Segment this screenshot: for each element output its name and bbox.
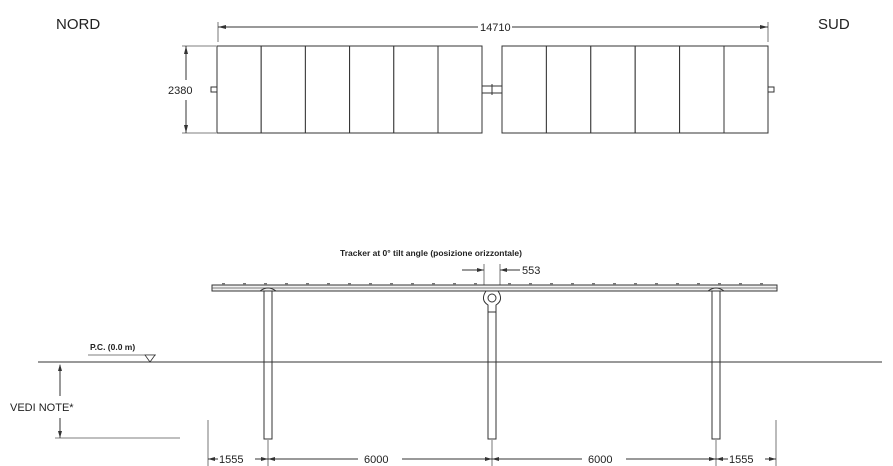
drive-head (482, 290, 502, 313)
module-clamp (264, 283, 267, 285)
module-clamp (592, 283, 595, 285)
span-dimensions: 1555 6000 6000 1555 (207, 420, 777, 466)
right-module-array (501, 45, 769, 134)
module-clamp (760, 283, 763, 285)
module-clamp (390, 283, 393, 285)
right-overhang-value: 1555 (729, 454, 753, 466)
module-clamp (634, 283, 637, 285)
module-clamp (327, 283, 330, 285)
module-clamp (571, 283, 574, 285)
center-gap-dimension: 553 (462, 264, 540, 285)
module-clamp (655, 283, 658, 285)
left-module-array (216, 45, 483, 134)
module-clamp (697, 283, 700, 285)
module-clamp (739, 283, 742, 285)
module-clamp (348, 283, 351, 285)
module-beam (211, 283, 778, 292)
ground-level: P.C. (0.0 m) (38, 342, 882, 363)
center-gap-value: 553 (522, 265, 540, 277)
left-span-value: 6000 (364, 454, 388, 466)
module-clamp (453, 283, 456, 285)
module-clamp (285, 283, 288, 285)
module-clamp (676, 283, 679, 285)
module-clamp (432, 283, 435, 285)
post-right (707, 287, 725, 440)
module-clamp (306, 283, 309, 285)
module-clamp (474, 283, 477, 285)
ground-level-label: P.C. (0.0 m) (90, 342, 135, 352)
post-left (259, 287, 277, 440)
embedment-dimension: VEDI NOTE* (10, 364, 180, 439)
module-clamp (411, 283, 414, 285)
module-clamp (243, 283, 246, 285)
module-clamp (369, 283, 372, 285)
panel-width-dimension: 2380 (168, 45, 216, 134)
see-notes-label: VEDI NOTE* (10, 402, 74, 414)
torque-tube-ends (210, 84, 775, 95)
module-clamp (550, 283, 553, 285)
right-span-value: 6000 (588, 454, 612, 466)
south-label: SUD (818, 16, 850, 33)
post-center (487, 311, 497, 440)
total-length-value: 14710 (480, 22, 511, 34)
left-overhang-value: 1555 (219, 454, 243, 466)
module-clamp (508, 283, 511, 285)
module-clamp (529, 283, 532, 285)
module-clamp (718, 283, 721, 285)
total-length-dimension: 14710 (217, 22, 769, 42)
tracker-caption: Tracker at 0° tilt angle (posizione oriz… (340, 248, 522, 258)
north-label: NORD (56, 16, 100, 33)
module-clamp (222, 283, 225, 285)
module-clamp (613, 283, 616, 285)
panel-width-value: 2380 (168, 85, 192, 97)
